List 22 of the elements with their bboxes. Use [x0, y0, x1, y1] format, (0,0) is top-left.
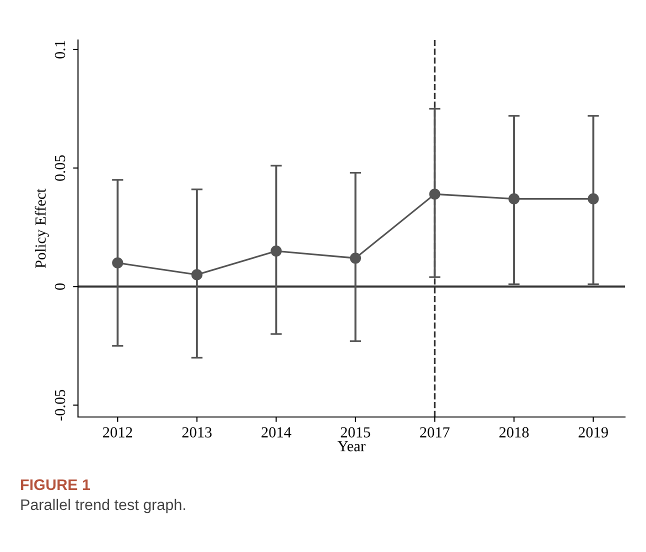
- x-tick-label: 2015: [340, 427, 370, 438]
- point: [508, 193, 520, 204]
- point: [429, 188, 440, 200]
- point: [112, 257, 124, 268]
- y-tick-label: -0.05: [54, 390, 66, 420]
- caption: FIGURE 1: [21, 479, 90, 490]
- point: [270, 245, 282, 257]
- y-axis-title: Policy Effect: [34, 188, 49, 268]
- x-tick-label: 2013: [182, 427, 212, 438]
- y-tick-label: 0: [54, 283, 66, 290]
- x-tick-label: 2018: [499, 427, 529, 438]
- y-tick-label: 0.05: [54, 155, 66, 181]
- x-tick-label: 2019: [578, 427, 608, 438]
- point: [588, 193, 599, 204]
- point: [350, 252, 362, 264]
- text: Parallel trend test graph.: [21, 498, 186, 514]
- x-tick-label: 2012: [103, 427, 132, 438]
- x-tick-label: 2014: [262, 427, 292, 438]
- point: [191, 269, 202, 280]
- y-tick-label: 0.1: [54, 40, 66, 58]
- x-axis-title: Year: [338, 441, 366, 452]
- x-tick-label: 2017: [420, 427, 450, 438]
